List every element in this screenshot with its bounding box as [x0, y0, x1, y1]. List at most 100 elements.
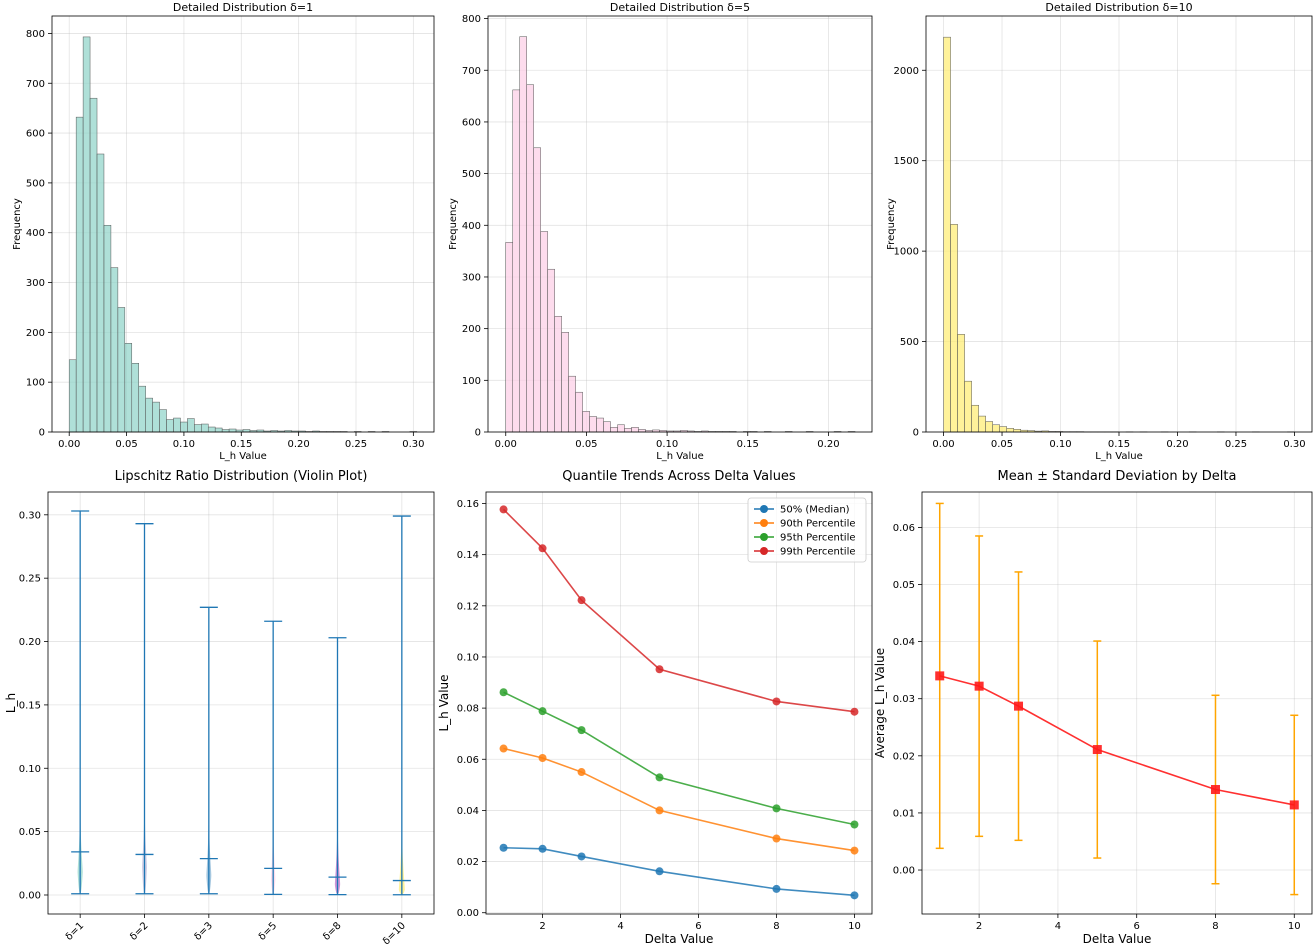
histogram-bar — [68, 359, 77, 433]
histogram-bar — [187, 418, 195, 433]
y-tick-label: 0.10 — [457, 652, 479, 663]
x-tick-label: 4 — [1055, 921, 1061, 932]
histogram-bar — [978, 415, 986, 433]
y-tick-label: 0.06 — [457, 755, 479, 766]
series-point — [850, 820, 859, 829]
legend-marker — [760, 519, 768, 527]
histogram-bar — [145, 397, 153, 433]
histogram-bar — [561, 332, 569, 433]
histogram-bar — [624, 428, 632, 433]
histogram-bar — [152, 401, 160, 433]
series-point — [499, 688, 508, 697]
histogram-bar — [131, 362, 139, 433]
chart-title: Mean ± Standard Deviation by Delta — [998, 469, 1237, 484]
histogram-bar — [971, 404, 979, 433]
chart-title: Lipschitz Ratio Distribution (Violin Plo… — [115, 469, 368, 484]
y-tick-label: 0.16 — [457, 499, 479, 510]
y-tick-label: 0.04 — [893, 637, 915, 648]
series-line — [503, 691, 855, 826]
y-axis-label: L_h Value — [437, 674, 451, 731]
x-tick-label: 0.05 — [575, 439, 597, 450]
series-line — [502, 508, 855, 713]
x-tick-label: 0.15 — [737, 439, 759, 450]
series-point — [772, 834, 781, 843]
series-point — [577, 726, 586, 735]
y-tick-label: 0.10 — [19, 764, 41, 775]
series-point — [538, 844, 547, 853]
legend-label: 50% (Median) — [780, 505, 850, 516]
histogram-bar — [512, 89, 520, 433]
y-tick-label: 600 — [26, 129, 45, 140]
axes-frame — [51, 15, 435, 433]
y-tick-label: 0.25 — [19, 574, 41, 585]
mean-marker — [1092, 745, 1102, 755]
x-tick-label: 0.25 — [345, 439, 367, 450]
y-tick-label: 400 — [462, 221, 481, 232]
series-line — [503, 747, 855, 852]
x-tick-label: 0.20 — [1166, 439, 1188, 450]
y-tick-label: 1500 — [894, 156, 919, 167]
series-point — [655, 773, 664, 782]
mean-marker — [974, 681, 984, 691]
series-point — [655, 806, 664, 815]
series-point — [655, 867, 664, 876]
y-tick-label: 2000 — [894, 66, 919, 77]
x-tick-label: δ=5 — [257, 920, 280, 943]
y-tick-label: 300 — [26, 278, 45, 289]
histogram-bar — [207, 426, 216, 433]
x-axis-label: L_h Value — [656, 451, 704, 462]
series-point — [850, 707, 859, 716]
y-tick-label: 0.02 — [457, 857, 479, 868]
histogram-bar — [964, 380, 972, 433]
y-tick-label: 0.04 — [457, 806, 479, 817]
y-tick-label: 0.03 — [893, 694, 915, 705]
histogram-bar — [201, 423, 209, 433]
x-tick-label: 0.00 — [495, 439, 517, 450]
y-axis-label: Frequency — [448, 198, 459, 250]
y-tick-label: 0.12 — [457, 601, 479, 612]
panel-hist-delta-5: 0.00 0.05 0.10 0.15 0.20 0 100 200 300 400 500 600 7… — [448, 1, 873, 462]
histogram-bar — [526, 84, 534, 433]
histogram-bar — [943, 36, 951, 433]
histogram-bar — [610, 427, 618, 433]
x-tick-label: 8 — [1212, 921, 1218, 932]
chart-title: Detailed Distribution δ=10 — [1045, 1, 1192, 14]
y-tick-label: 1000 — [894, 247, 919, 258]
y-tick-label: 0.30 — [19, 510, 41, 521]
histogram-bar — [568, 375, 576, 433]
histogram-bar — [138, 385, 146, 433]
histogram-bar — [992, 424, 1000, 433]
x-tick-label: 0.20 — [817, 439, 839, 450]
y-tick-label: 0 — [39, 428, 45, 439]
x-tick-label: 0.00 — [58, 439, 80, 450]
histogram-bar — [617, 424, 625, 433]
x-tick-label: δ=1 — [64, 920, 87, 943]
y-tick-label: 600 — [462, 117, 481, 128]
histogram-bar — [547, 268, 555, 433]
histogram-bar — [214, 427, 223, 433]
histogram-bar — [173, 417, 181, 433]
x-tick-label: 10 — [848, 921, 861, 932]
y-tick-label: 500 — [462, 169, 481, 180]
y-tick-label: 0 — [913, 428, 919, 439]
y-tick-label: 0.15 — [19, 700, 41, 711]
histogram-bar — [631, 427, 639, 433]
x-tick-label: 0.05 — [991, 439, 1013, 450]
x-tick-label: 6 — [1134, 921, 1140, 932]
x-tick-label: 2 — [976, 921, 982, 932]
histogram-bar — [159, 409, 167, 433]
histogram-bar — [75, 116, 84, 433]
y-tick-label: 0.20 — [19, 637, 41, 648]
y-tick-label: 500 — [26, 178, 45, 189]
x-tick-label: 0.15 — [1108, 439, 1130, 450]
histogram-bar — [575, 391, 583, 433]
histogram-bar — [166, 419, 174, 433]
y-tick-label: 800 — [462, 14, 481, 25]
x-tick-label: δ=10 — [381, 920, 408, 947]
y-tick-label: 0.00 — [893, 866, 915, 877]
histogram-bar — [110, 267, 119, 433]
panel-mean-std: 2 4 6 8 10 0.00 0.01 0.02 0.03 0.04 0.05 0.06 Mean ±… — [873, 469, 1313, 946]
y-tick-label: 100 — [462, 376, 481, 387]
y-axis-label: Average L_h Value — [873, 648, 887, 758]
y-tick-label: 800 — [26, 29, 45, 40]
